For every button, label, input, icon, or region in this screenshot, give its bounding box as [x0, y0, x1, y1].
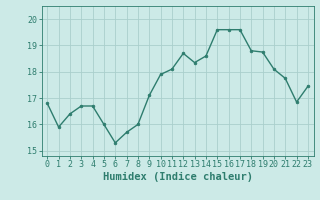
X-axis label: Humidex (Indice chaleur): Humidex (Indice chaleur) — [103, 172, 252, 182]
